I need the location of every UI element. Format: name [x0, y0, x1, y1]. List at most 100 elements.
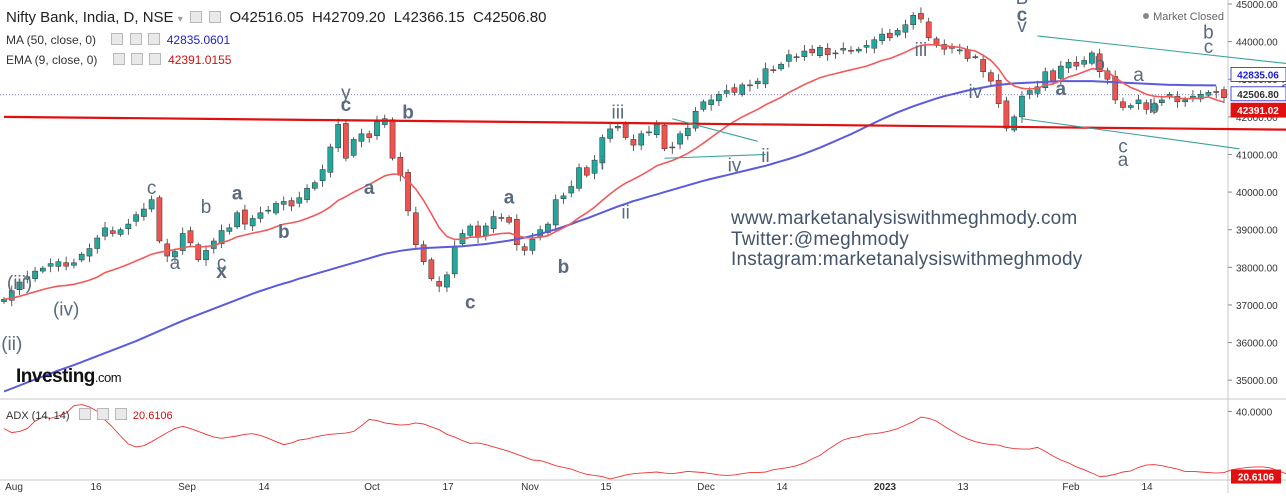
- ma-indicator-row: MA (50, close, 0) 42835.0601: [6, 33, 230, 47]
- y-tick-label: 35000.00: [1236, 376, 1278, 387]
- watermark-twitter: Twitter:@meghmody: [731, 229, 909, 250]
- candle-body: [754, 80, 761, 85]
- wave-label: a: [1281, 75, 1286, 96]
- candle-body: [1127, 105, 1134, 108]
- close-icon[interactable]: [114, 408, 127, 420]
- candle-body: [1197, 94, 1204, 100]
- wave-label: iii: [612, 103, 625, 124]
- wave-label: iii: [915, 40, 928, 61]
- y-tick-label: 37000.00: [1236, 301, 1278, 312]
- candle-body: [615, 126, 621, 129]
- candle-body: [988, 72, 994, 82]
- candle-body: [700, 101, 707, 110]
- candle-body: [863, 45, 870, 48]
- candle-body: [910, 15, 917, 25]
- candle-body: [529, 238, 536, 251]
- candle-body: [63, 262, 70, 267]
- eye-icon[interactable]: [112, 53, 125, 65]
- ma-label[interactable]: MA (50, close, 0): [6, 33, 97, 47]
- channel-trendline: [1021, 118, 1240, 150]
- candle-body: [218, 230, 225, 245]
- candle-body: [420, 244, 427, 262]
- candle-body: [506, 217, 512, 223]
- candle-body: [762, 68, 769, 85]
- candle-body: [840, 48, 847, 51]
- ema-value: 42391.0155: [168, 53, 232, 67]
- candle-body: [102, 227, 108, 237]
- candle-body: [273, 203, 279, 214]
- x-tick-label: Aug: [5, 482, 23, 493]
- candle-body: [848, 50, 854, 52]
- x-tick-label: 14: [258, 482, 270, 493]
- wave-label: c: [217, 253, 227, 274]
- candle-body: [568, 186, 575, 194]
- ema9-line: [3, 43, 1225, 301]
- price-tag: 42506.80: [1237, 90, 1279, 101]
- x-tick-label: Feb: [1062, 482, 1080, 493]
- ema-label[interactable]: EMA (9, close, 0): [6, 53, 98, 67]
- y-tick-label: 40000.00: [1236, 188, 1278, 199]
- candle-body: [444, 274, 450, 288]
- close-icon[interactable]: [148, 33, 161, 45]
- symbol-label[interactable]: Nifty Bank, India, D, NSE: [6, 9, 174, 26]
- close-icon[interactable]: [149, 53, 162, 65]
- candle-body: [747, 84, 753, 87]
- candle-body: [1003, 100, 1010, 129]
- eye-icon[interactable]: [111, 33, 124, 45]
- adx-value-tag-box: [1231, 469, 1281, 484]
- candle-body: [358, 133, 365, 142]
- wave-label: c: [465, 293, 476, 314]
- candle-body: [249, 218, 256, 227]
- candle-body: [972, 56, 979, 58]
- candle-body: [475, 225, 481, 238]
- candle-body: [280, 201, 287, 205]
- candle-body: [677, 133, 683, 145]
- gear-icon[interactable]: [96, 408, 109, 420]
- wave-label: iv: [728, 155, 742, 176]
- price-tag-box: [1230, 67, 1286, 82]
- visibility-icon[interactable]: [189, 11, 202, 23]
- status-dot-icon: [1143, 13, 1150, 19]
- candle-body: [824, 47, 831, 56]
- wave-label: B: [1016, 0, 1029, 9]
- candle-body: [832, 52, 839, 55]
- gear-icon[interactable]: [129, 33, 142, 45]
- candle-body: [1057, 65, 1064, 79]
- x-tick-label: Sep: [178, 482, 196, 493]
- candle-body: [894, 30, 901, 36]
- candle-body: [855, 48, 862, 52]
- x-tick-label: 2023: [874, 482, 897, 493]
- candle-body: [304, 188, 310, 200]
- candle-body: [1135, 99, 1142, 104]
- wave-label: b: [1203, 23, 1214, 44]
- x-tick-label: 14: [1141, 482, 1153, 493]
- candle-body: [86, 248, 93, 257]
- candle-body: [327, 146, 334, 173]
- candle-body: [1143, 102, 1150, 110]
- wave-label: a: [232, 184, 243, 205]
- candle-body: [148, 199, 155, 210]
- candle-body: [1011, 116, 1018, 131]
- candle-body: [226, 227, 233, 232]
- candle-body: [389, 119, 396, 159]
- settings-icon[interactable]: ▾: [177, 14, 183, 25]
- investing-logo: Investing.com: [16, 366, 122, 388]
- y-tick-label: 41000.00: [1236, 150, 1278, 161]
- adx-line: [3, 404, 1286, 480]
- gear-icon[interactable]: [131, 53, 144, 65]
- wave-label: c: [341, 95, 352, 116]
- eye-icon[interactable]: [78, 408, 91, 420]
- candle-body: [350, 139, 357, 156]
- x-tick-label: 16: [90, 482, 102, 493]
- y-tick-label: 44000.00: [1236, 38, 1278, 49]
- candle-body: [956, 49, 963, 52]
- gear-icon[interactable]: [209, 11, 222, 23]
- candle-body: [1081, 60, 1087, 65]
- symbol-header: Nifty Bank, India, D, NSE ▾ O42516.05 H4…: [6, 9, 546, 26]
- adx-label[interactable]: ADX (14, 14): [6, 410, 70, 422]
- y-tick-label: 42000.00: [1236, 113, 1278, 124]
- candle-body: [374, 121, 380, 136]
- candle-body: [723, 90, 730, 94]
